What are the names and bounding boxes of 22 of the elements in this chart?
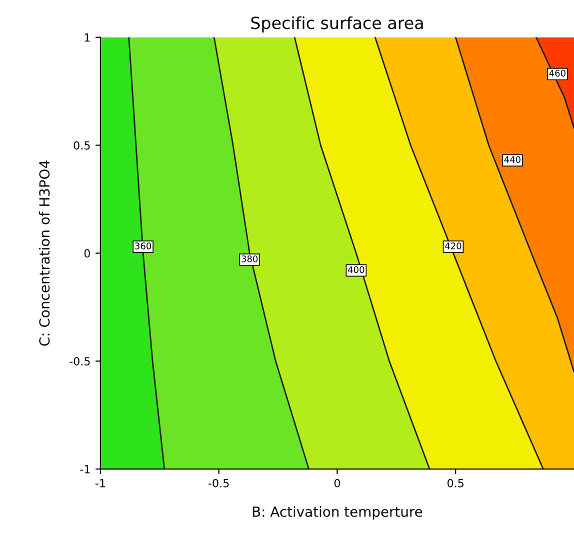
line-series [374,37,544,470]
chart-title: Specific surface area [251,16,423,32]
y-tick-label: 0 [84,249,90,258]
y-tick-label: 0.5 [74,141,90,150]
annotation: 400 [348,266,364,274]
x-tick-label: 0 [334,478,340,488]
annotation: 420 [445,242,462,250]
y-tick-label: -1 [80,465,90,474]
line-series [128,37,166,470]
annotation: 440 [504,156,520,163]
x-tick-label: 0.5 [448,478,464,488]
line-series [213,37,310,470]
annotation: 380 [242,255,258,262]
y-tick-label: -0.5 [70,357,90,366]
annotation: 360 [135,242,152,250]
x-tick-label: -1 [95,479,105,488]
line-series [294,37,430,470]
x-axis-title: B: Activation temperture [252,506,422,520]
x-tick-label: -0.5 [208,478,229,488]
y-tick-label: 1 [84,33,90,42]
y-axis-title: C: Concentration of H3PO4 [38,160,50,346]
annotation: 460 [549,70,566,77]
